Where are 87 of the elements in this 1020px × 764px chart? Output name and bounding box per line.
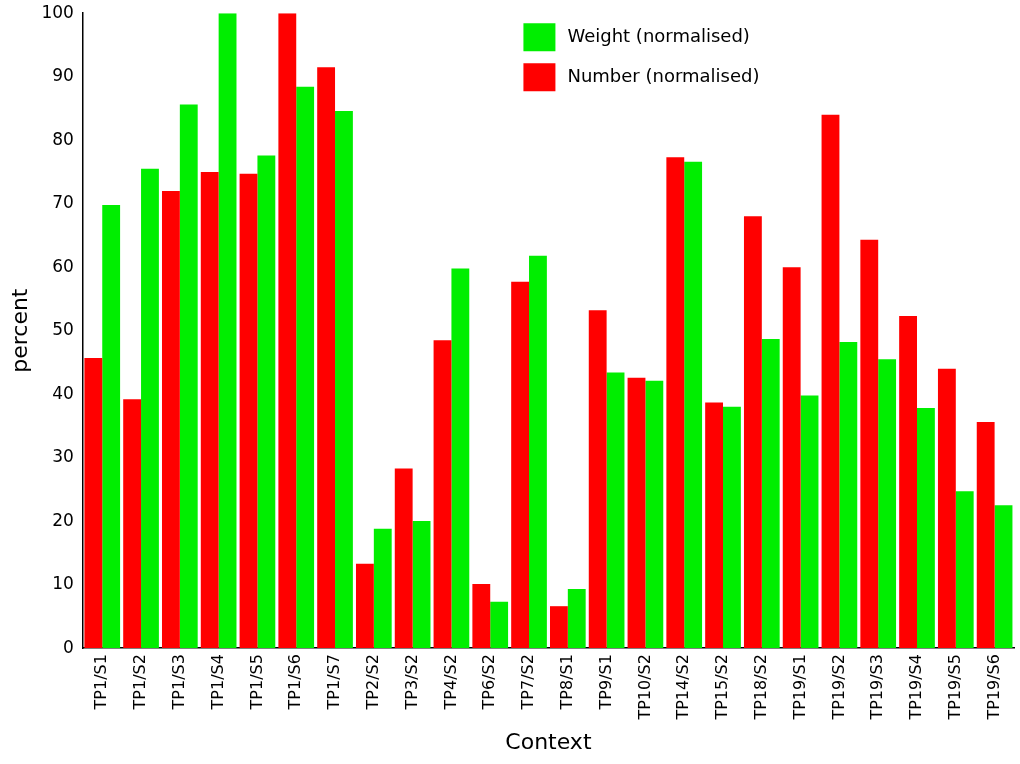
bar: [899, 316, 918, 649]
bar: [296, 86, 315, 649]
bar: [684, 161, 703, 649]
bar: [723, 406, 741, 649]
y-tick-label: 30: [52, 446, 74, 467]
x-tick-label: TP1/S3: [169, 654, 188, 711]
bar: [955, 491, 974, 649]
bar: [588, 310, 607, 649]
bar: [162, 190, 180, 649]
bar: [743, 216, 762, 649]
bar: [839, 342, 858, 649]
bar: [355, 563, 374, 649]
legend-label: Weight (normalised): [567, 24, 750, 46]
y-tick-label: 50: [52, 319, 74, 340]
bar: [200, 171, 219, 649]
bar: [490, 601, 509, 649]
bar: [878, 359, 897, 649]
x-tick-label: TP19/S2: [828, 654, 848, 721]
bar: [800, 395, 819, 649]
x-tick-label: TP1/S1: [91, 654, 111, 711]
bar: [976, 422, 995, 649]
bar: [645, 380, 664, 649]
x-tick-label: TP6/S2: [479, 654, 499, 711]
x-tick-label: TP4/S2: [440, 654, 460, 711]
bar: [860, 239, 879, 649]
y-axis-title: percent: [6, 288, 32, 373]
bar: [257, 155, 276, 649]
bar: [218, 13, 237, 649]
x-tick-label: TP19/S4: [906, 654, 926, 721]
bar: [373, 528, 392, 649]
bar: [821, 114, 840, 649]
bar: [529, 255, 547, 649]
legend-label: Number (normalised): [567, 64, 760, 86]
x-tick-label: TP19/S1: [789, 654, 809, 721]
x-axis-title: Context: [505, 728, 592, 754]
x-tick-label: TP3/S2: [401, 654, 421, 711]
x-tick-label: TP19/S5: [944, 654, 964, 721]
bar: [335, 110, 353, 649]
bar: [412, 521, 431, 649]
x-tick-label: TP2/S2: [362, 654, 382, 711]
bar: [511, 281, 530, 649]
bar: [451, 268, 470, 649]
bar: [761, 338, 780, 649]
x-tick-label: TP15/S2: [712, 654, 732, 721]
bar: [666, 157, 685, 649]
y-tick-label: 60: [52, 255, 74, 276]
y-tick-label: 80: [52, 128, 74, 149]
x-tick-label: TP19/S6: [983, 654, 1003, 721]
x-tick-label: TP1/S2: [130, 654, 150, 711]
bar: [141, 168, 159, 649]
bar: [917, 408, 935, 649]
bar: [433, 340, 452, 649]
x-tick-label: TP14/S2: [673, 654, 693, 721]
x-tick-label: TP8/S1: [556, 654, 576, 711]
x-tick-label: TP7/S2: [518, 654, 538, 711]
bar: [782, 267, 801, 649]
y-tick-label: 70: [52, 192, 74, 213]
y-tick-label: 0: [63, 636, 74, 657]
bar: [84, 357, 103, 649]
bar: [994, 505, 1013, 649]
bar: [472, 583, 491, 649]
x-tick-label: TP9/S1: [595, 654, 615, 711]
bar: [627, 377, 646, 649]
bar: [179, 104, 198, 649]
y-tick-label: 10: [52, 573, 74, 594]
x-tick-label: TP19/S3: [867, 654, 887, 721]
x-tick-label: TP18/S2: [750, 654, 770, 721]
bar: [705, 402, 724, 649]
bar: [937, 368, 956, 649]
bar: [394, 468, 413, 649]
bar: [278, 13, 297, 649]
bar: [567, 589, 586, 649]
y-tick-label: 100: [41, 1, 74, 22]
bar: [606, 372, 625, 649]
y-tick-label: 20: [52, 509, 74, 530]
bar: [549, 606, 568, 649]
x-tick-label: TP1/S7: [324, 654, 344, 711]
x-tick-label: TP1/S4: [207, 654, 227, 711]
bar: [123, 399, 142, 649]
bar: [317, 67, 336, 649]
x-tick-label: TP1/S5: [246, 654, 266, 711]
x-tick-label: TP10/S2: [634, 654, 654, 721]
y-tick-label: 90: [52, 65, 74, 86]
y-tick-label: 40: [52, 382, 74, 403]
bar: [102, 204, 121, 649]
x-tick-label: TP1/S6: [285, 654, 305, 711]
bar: [239, 173, 258, 649]
